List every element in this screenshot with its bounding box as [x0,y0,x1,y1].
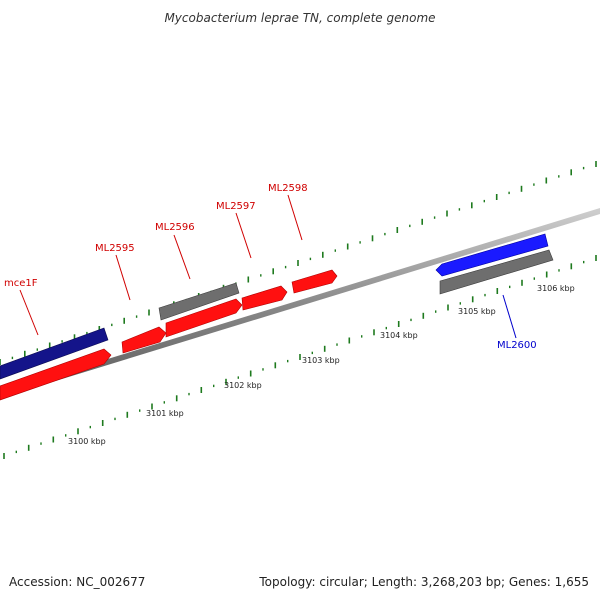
label-ml2600: ML2600 [497,340,537,351]
tick-label-3103: 3103 kbp [302,356,340,365]
topology-text: Topology: circular; Length: 3,268,203 bp… [259,575,589,589]
label-ml2597: ML2597 [216,201,256,212]
label-ml2596: ML2596 [155,222,195,233]
gene-ml2596-gray[interactable] [158,282,240,321]
tick-label-3101: 3101 kbp [146,409,184,418]
gene-ml2596-inner[interactable] [165,298,243,338]
tick-label-3105: 3105 kbp [458,307,496,316]
gene-ml2595[interactable] [121,326,167,354]
gene-unlabeled-blue[interactable] [435,233,549,277]
tick-label-3106: 3106 kbp [537,284,575,293]
tick-label-3102: 3102 kbp [224,381,262,390]
gene-mce1f[interactable] [0,327,109,380]
tick-label-3100: 3100 kbp [68,437,106,446]
gene-ml2598[interactable] [291,269,338,294]
gene-ml2597[interactable] [241,285,288,311]
label-leaders [19,194,517,339]
genome-backbone [0,208,600,398]
tick-label-3104: 3104 kbp [380,331,418,340]
gene-ml2600-gray[interactable] [439,249,554,295]
map-title: Mycobacterium leprae TN, complete genome [164,11,435,25]
label-ml2598: ML2598 [268,183,308,194]
gene-unlabeled-red-left[interactable] [0,348,112,401]
label-mce1f: mce1F [4,278,38,289]
label-ml2595: ML2595 [95,243,135,254]
accession-text: Accession: NC_002677 [9,575,146,589]
inner-tick-track [3,255,597,459]
